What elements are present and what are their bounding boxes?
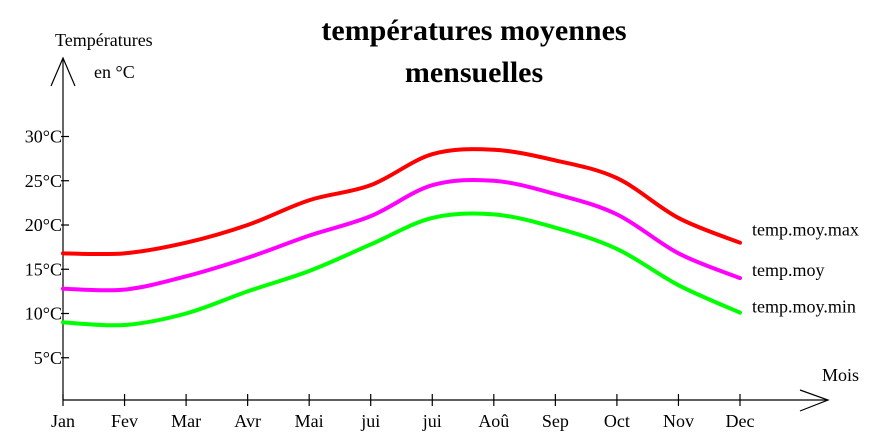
- x-tick-label: Mai: [295, 411, 324, 431]
- x-tick-label: Avr: [234, 411, 261, 431]
- series-lines: [61, 147, 742, 328]
- y-axis-arrow: [50, 56, 76, 87]
- y-tick-label: 10°C: [25, 304, 62, 324]
- y-tick-label: 5°C: [34, 348, 62, 368]
- legend: temp.moy.max temp.moy temp.moy.min: [752, 220, 859, 317]
- x-axis-arrow: [799, 389, 830, 412]
- x-axis-ticks: Jan Fev Mar Avr Mai jui jui Aoû Sep Oct Nov Dec: [51, 394, 754, 431]
- y-axis-ticks: 5°C 10°C 15°C 20°C 25°C 30°C: [25, 127, 69, 368]
- x-tick-label: Jan: [51, 411, 75, 431]
- axes: [50, 56, 830, 412]
- legend-label-temp-moy: temp.moy: [752, 260, 825, 280]
- chart-title-line1: températures moyennes: [321, 14, 626, 47]
- series-line-temp-moy-max: [61, 147, 742, 257]
- x-tick-label: Oct: [604, 411, 630, 431]
- legend-label-temp-moy-min: temp.moy.min: [752, 297, 856, 317]
- x-tick-label: Aoû: [478, 411, 509, 431]
- y-tick-label: 20°C: [25, 215, 62, 235]
- y-tick-label: 15°C: [25, 259, 62, 279]
- x-tick-label: Mar: [171, 411, 201, 431]
- x-tick-label: jui: [360, 411, 380, 431]
- series-line-temp-moy-min: [61, 211, 742, 328]
- legend-label-temp-moy-max: temp.moy.max: [752, 220, 859, 240]
- x-tick-label: jui: [422, 411, 442, 431]
- chart-title-line2: mensuelles: [405, 56, 543, 89]
- y-axis-label-line2: en °C: [94, 62, 135, 82]
- series-line-temp-moy: [61, 177, 742, 293]
- x-tick-label: Dec: [726, 411, 755, 431]
- x-tick-label: Sep: [542, 411, 569, 431]
- y-tick-label: 25°C: [25, 171, 62, 191]
- y-axis-label-line1: Températures: [55, 30, 153, 50]
- x-axis-label: Mois: [822, 365, 859, 385]
- x-tick-label: Fev: [111, 411, 138, 431]
- x-tick-label: Nov: [663, 411, 694, 431]
- y-tick-label: 30°C: [25, 127, 62, 147]
